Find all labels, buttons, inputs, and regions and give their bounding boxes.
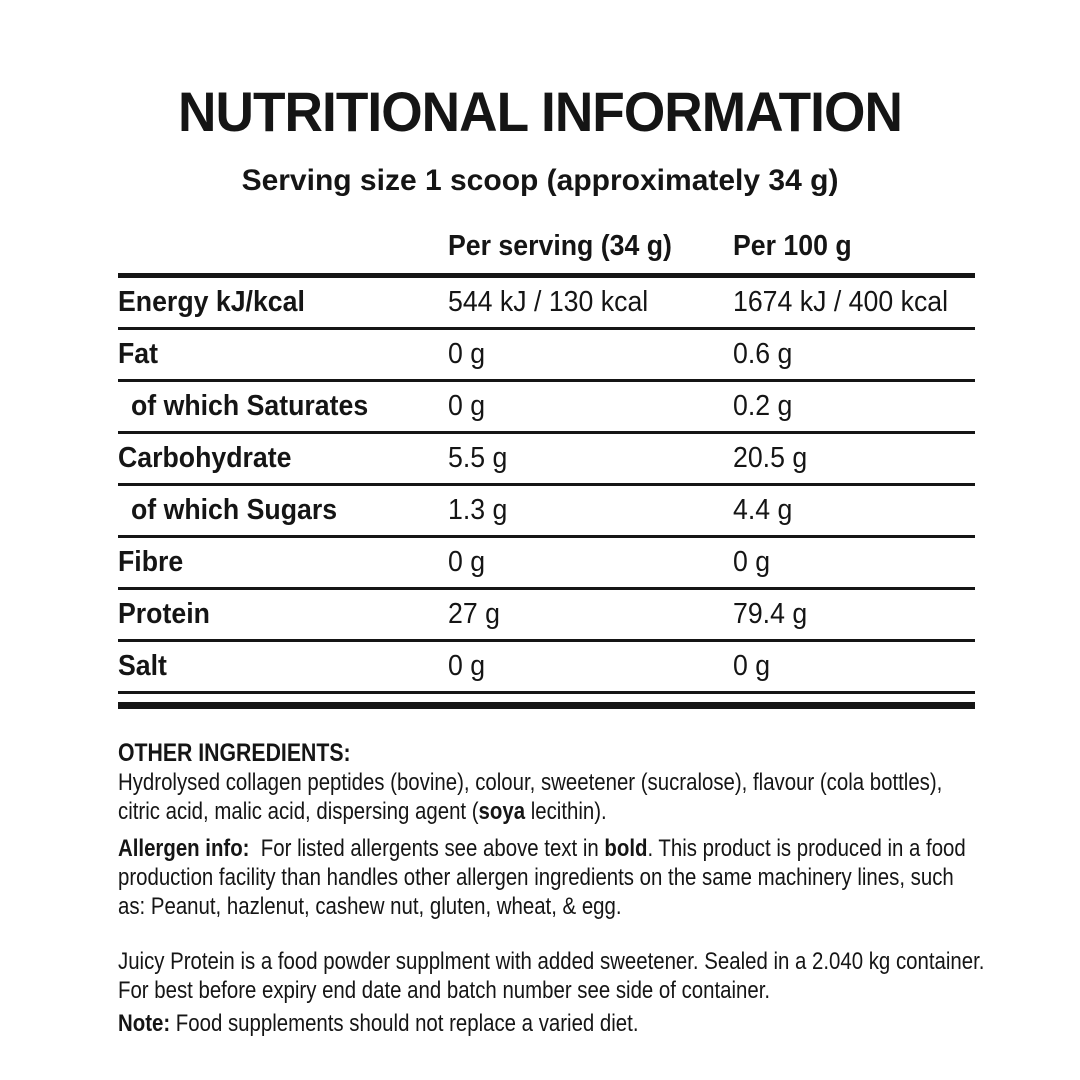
text-segment: bold [604,835,648,862]
row-label: Energy kJ/kcal [118,286,305,318]
row-per-100g-cell: 0 g [733,652,975,681]
table-row: Fat 0 g 0.6 g [118,327,975,379]
nutrition-table: Per serving (34 g) Per 100 g Energy kJ/k… [118,232,975,709]
table-header-row: Per serving (34 g) Per 100 g [118,232,975,273]
row-label: Fibre [118,546,184,578]
row-value-per-100g: 20.5 g [733,442,808,474]
serving-size-subtitle: Serving size 1 scoop (approximately 34 g… [241,164,839,197]
row-per-serving-cell: 0 g [448,340,733,369]
row-per-serving-cell: 0 g [448,548,733,577]
table-row: Energy kJ/kcal 544 kJ / 130 kcal 1674 kJ… [118,278,975,327]
footer-sections: OTHER INGREDIENTS: Hydrolysed collagen p… [118,739,985,1038]
text-segment: Food supplements should not replace a va… [170,1010,639,1037]
row-label-cell: of which Saturates [118,392,448,421]
row-label-cell: Protein [118,600,448,629]
row-value-per-100g: 0.6 g [733,338,793,370]
row-per-serving-cell: 5.5 g [448,444,733,473]
row-value-per-100g: 79.4 g [733,598,808,630]
row-value-per-100g: 0 g [733,650,771,682]
table-row: of which Sugars 1.3 g 4.4 g [118,483,975,535]
row-value-per-100g: 4.4 g [733,494,793,526]
table-row: Protein 27 g 79.4 g [118,587,975,639]
table-bottom-rule [118,702,975,709]
row-per-serving-cell: 27 g [448,600,733,629]
row-per-100g-cell: 0 g [733,548,975,577]
row-label-cell: Fat [118,340,448,369]
row-value-per-serving: 1.3 g [448,494,508,526]
row-value-per-serving: 0 g [448,546,486,578]
text-segment: For listed allergents see above text in [249,835,605,862]
col-header-per-100g-text: Per 100 g [733,230,852,262]
row-value-per-serving: 27 g [448,598,500,630]
row-label-cell: Salt [118,652,448,681]
row-value-per-100g: 0.2 g [733,390,793,422]
row-label: Protein [118,598,210,630]
table-row: Carbohydrate 5.5 g 20.5 g [118,431,975,483]
product-description-text: Juicy Protein is a food powder supplment… [118,947,985,1005]
col-header-per-100g: Per 100 g [733,232,975,261]
row-label-cell: of which Sugars [118,496,448,525]
row-per-100g-cell: 0.2 g [733,392,975,421]
row-label-cell: Carbohydrate [118,444,448,473]
text-segment: Juicy Protein is a food powder supplment… [118,948,985,1004]
row-per-serving-cell: 1.3 g [448,496,733,525]
row-per-100g-cell: 1674 kJ / 400 kcal [733,288,975,317]
row-label: Carbohydrate [118,442,292,474]
row-label: of which Saturates [131,390,369,422]
row-per-100g-cell: 0.6 g [733,340,975,369]
row-per-serving-cell: 0 g [448,652,733,681]
text-segment: . This product is produced in a food pro… [118,835,966,920]
row-value-per-serving: 5.5 g [448,442,508,474]
table-row: Fibre 0 g 0 g [118,535,975,587]
text-segment: Note: [118,1010,171,1037]
col-header-per-serving: Per serving (34 g) [448,232,733,261]
row-label: Fat [118,338,159,370]
row-value-per-serving: 0 g [448,338,486,370]
row-label-cell: Fibre [118,548,448,577]
row-value-per-100g: 0 g [733,546,771,578]
row-label: Salt [118,650,167,682]
row-value-per-serving: 0 g [448,390,486,422]
text-segment: soya [478,798,526,825]
page-title-text: NUTRITIONAL INFORMATION [178,80,903,143]
note-text: Note: Food supplements should not replac… [118,1009,985,1038]
row-per-serving-cell: 0 g [448,392,733,421]
row-label: of which Sugars [131,494,338,526]
other-ingredients-text: Hydrolysed collagen peptides (bovine), c… [118,768,985,826]
table-row: of which Saturates 0 g 0.2 g [118,379,975,431]
col-header-per-serving-text: Per serving (34 g) [448,230,672,262]
row-value-per-serving: 0 g [448,650,486,682]
text-segment: Allergen info: [118,835,250,862]
page-title: NUTRITIONAL INFORMATION [0,0,1080,140]
allergen-info-text: Allergen info: For listed allergents see… [118,834,985,921]
row-per-serving-cell: 544 kJ / 130 kcal [448,288,733,317]
text-segment: Hydrolysed collagen peptides (bovine), c… [118,769,943,825]
table-row: Salt 0 g 0 g [118,639,975,691]
nutrition-table-body: Energy kJ/kcal 544 kJ / 130 kcal 1674 kJ… [118,273,975,694]
row-per-100g-cell: 79.4 g [733,600,975,629]
text-segment: lecithin). [525,798,607,825]
row-per-100g-cell: 4.4 g [733,496,975,525]
row-label-cell: Energy kJ/kcal [118,288,448,317]
row-value-per-100g: 1674 kJ / 400 kcal [733,286,949,318]
other-ingredients-heading: OTHER INGREDIENTS: [118,739,351,767]
row-per-100g-cell: 20.5 g [733,444,975,473]
row-value-per-serving: 544 kJ / 130 kcal [448,286,649,318]
